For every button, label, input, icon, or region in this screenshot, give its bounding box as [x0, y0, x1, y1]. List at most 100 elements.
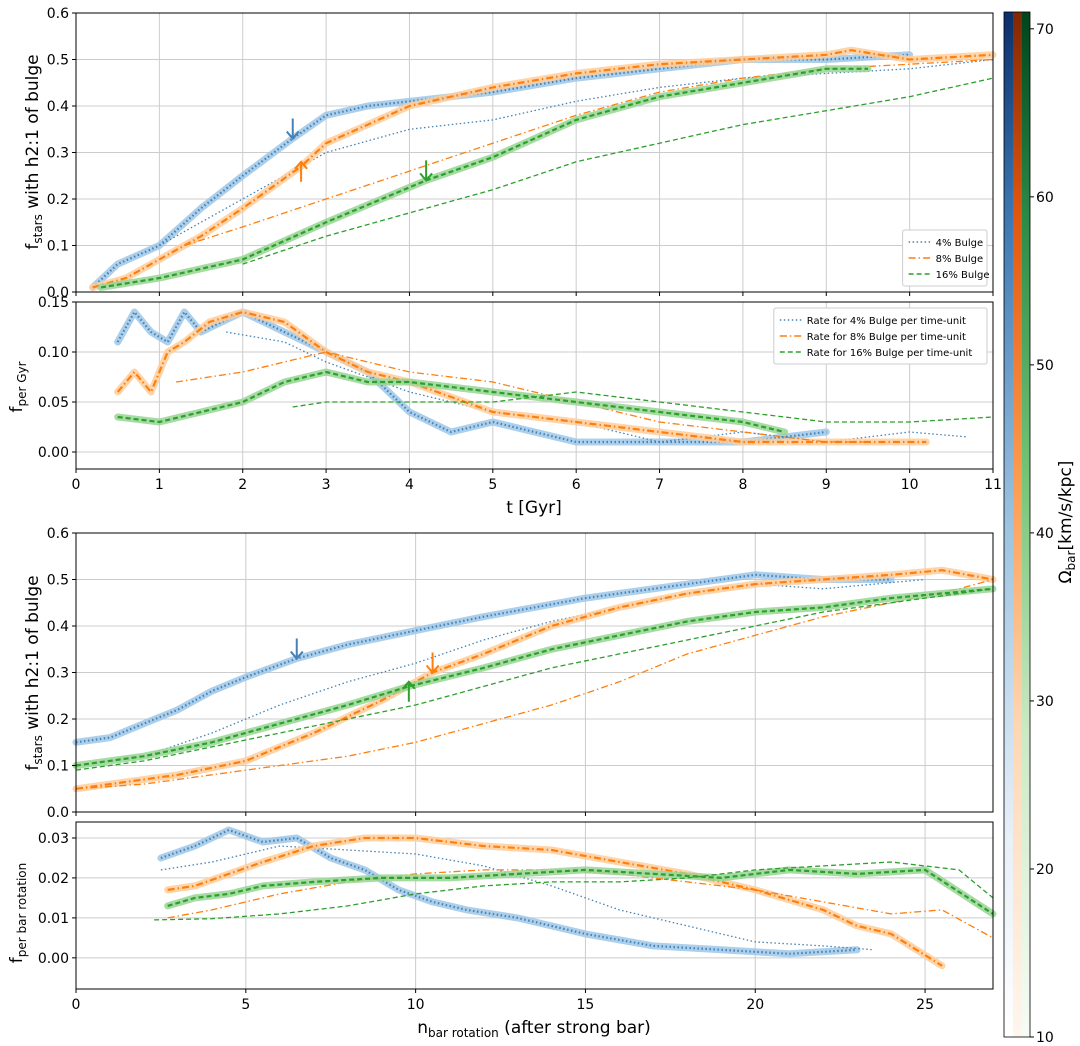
- ytick-label-3: 0.3: [47, 666, 69, 682]
- ytick-label-2: 0.10: [38, 345, 69, 361]
- legend-label-1: Rate for 8% Bulge per time-unit: [807, 332, 966, 343]
- annotation-arrow-2: [419, 160, 433, 182]
- series-line-0: [116, 310, 827, 444]
- series-line-5: [242, 77, 994, 265]
- legend-label-2: Rate for 16% Bulge per time-unit: [807, 348, 973, 359]
- panel-frame: [75, 821, 994, 990]
- xtick-label-4: 20: [746, 997, 764, 1013]
- xtick-label-11: 11: [984, 477, 1002, 493]
- xtick-label-9: 9: [822, 477, 831, 493]
- colorbar-orange-strip: [1013, 12, 1022, 1037]
- series-line-2: [75, 569, 994, 790]
- panel-rate-vs-rotations: fper bar rotation nbar rotation (after s…: [7, 821, 997, 1040]
- ytick-label-2: 0.02: [38, 871, 69, 887]
- legend-box: [902, 229, 988, 287]
- series-line-5: [154, 861, 994, 921]
- annotation-arrow-0: [289, 638, 304, 661]
- ytick-label-0: 0.00: [38, 445, 69, 461]
- annotation-arrow-2: [402, 680, 416, 702]
- ytick-label-3: 0.15: [38, 295, 69, 311]
- xtick-label-7: 7: [655, 477, 664, 493]
- ytick-label-5: 0.5: [47, 573, 69, 589]
- xtick-label-1: 5: [241, 997, 250, 1013]
- xtick-label-1: 1: [155, 477, 164, 493]
- legend: Rate for 4% Bulge per time-unit Rate for …: [773, 307, 988, 365]
- colorbar-tick-label-2: 30: [1036, 694, 1054, 710]
- ytick-label-1: 0.1: [47, 239, 69, 255]
- series-line-2: [116, 310, 927, 444]
- series-line-1: [75, 578, 926, 767]
- xtick-label-10: 10: [901, 477, 919, 493]
- panel-1-ylabel: fper Gyr: [7, 361, 29, 412]
- colorbar-tick-label-4: 50: [1036, 358, 1054, 374]
- series-line-1: [159, 58, 994, 247]
- panel-0-ylabel: fstars with h2:1 of bulge: [23, 54, 45, 249]
- series-line-0: [160, 828, 858, 955]
- ytick-label-6: 0.6: [47, 6, 69, 22]
- colorbar-blue-strip: [1004, 12, 1013, 1037]
- series-line-3: [75, 578, 994, 790]
- series-line-4: [167, 868, 994, 915]
- series-halo-2: [164, 834, 946, 970]
- colorbar: Ωbar[km/s/kpc] 10 20 30 40 50 60 70: [1003, 11, 1078, 1046]
- ytick-label-3: 0.03: [38, 831, 69, 847]
- xtick-label-5: 5: [488, 477, 497, 493]
- panel-fraction-vs-time: fstars with h2:1 of bulge 0.0 0.1 0.2 0.3 0.…: [23, 6, 997, 301]
- xtick-label-0: 0: [72, 997, 81, 1013]
- xtick-label-4: 4: [405, 477, 414, 493]
- ytick-label-2: 0.2: [47, 192, 69, 208]
- legend-label-2: 16% Bulge: [936, 270, 990, 281]
- annotation-arrow-1: [425, 652, 440, 675]
- series-line-3: [184, 58, 994, 247]
- legend-label-0: Rate for 4% Bulge per time-unit: [807, 316, 966, 327]
- ytick-label-4: 0.4: [47, 619, 69, 635]
- xtick-label-0: 0: [72, 477, 81, 493]
- colorbar-green-strip: [1022, 12, 1030, 1037]
- legend-label-0: 4% Bulge: [936, 238, 984, 249]
- colorbar-tick-label-1: 20: [1036, 862, 1054, 878]
- xtick-label-6: 6: [572, 477, 581, 493]
- ytick-label-0: 0.00: [38, 951, 69, 967]
- xtick-label-3: 15: [577, 997, 595, 1013]
- annotation-arrow-1: [294, 160, 308, 182]
- ytick-label-2: 0.2: [47, 712, 69, 728]
- xtick-label-3: 3: [322, 477, 331, 493]
- ytick-label-4: 0.4: [47, 99, 69, 115]
- ytick-label-3: 0.3: [47, 146, 69, 162]
- series-line-4: [100, 67, 868, 289]
- ytick-label-0: 0.0: [47, 285, 69, 301]
- panel-frame: [75, 301, 994, 470]
- colorbar-tick-label-6: 70: [1036, 22, 1054, 38]
- panel-1-xlabel: t [Gyr]: [506, 498, 562, 518]
- ytick-label-1: 0.1: [47, 759, 69, 775]
- colorbar-tick-label-5: 60: [1036, 190, 1054, 206]
- ytick-label-1: 0.05: [38, 395, 69, 411]
- series-line-0: [75, 573, 892, 744]
- series-line-0: [91, 53, 910, 289]
- colorbar-label: Ωbar[km/s/kpc]: [1056, 461, 1078, 584]
- ytick-label-1: 0.01: [38, 911, 69, 927]
- series-line-5: [75, 588, 994, 771]
- ytick-label-0: 0.0: [47, 805, 69, 821]
- panel-rate-vs-time: fper Gyr t [Gyr] 0.00 0.05 0.10 0.15 0 1 2 3 4 5 6…: [7, 295, 1002, 518]
- panel-3-ylabel: fper bar rotation: [7, 863, 29, 964]
- colorbar-tick-label-0: 10: [1036, 1030, 1054, 1046]
- series-line-3: [175, 351, 868, 443]
- series-halo-4: [97, 65, 872, 291]
- series-line-4: [75, 587, 994, 767]
- panel-fraction-vs-rotations: fstars with h2:1 of bulge 0.0 0.1 0.2 0.3 0.…: [23, 526, 997, 821]
- series-line-2: [92, 49, 994, 289]
- legend-box: [773, 307, 988, 365]
- panel-2-ylabel: fstars with h2:1 of bulge: [23, 575, 45, 770]
- series-halo-4: [72, 585, 997, 769]
- ytick-label-5: 0.5: [47, 53, 69, 69]
- series-line-4: [117, 370, 785, 434]
- colorbar-tick-label-3: 40: [1036, 526, 1054, 542]
- panel-3-xlabel: nbar rotation (after strong bar): [417, 1018, 651, 1040]
- xtick-label-8: 8: [738, 477, 747, 493]
- legend: 4% Bulge 8% Bulge 16% Bulge: [902, 229, 990, 287]
- series-line-5: [292, 391, 994, 423]
- colorbar-frame: [1003, 11, 1031, 1038]
- annotation-arrow-0: [285, 118, 300, 141]
